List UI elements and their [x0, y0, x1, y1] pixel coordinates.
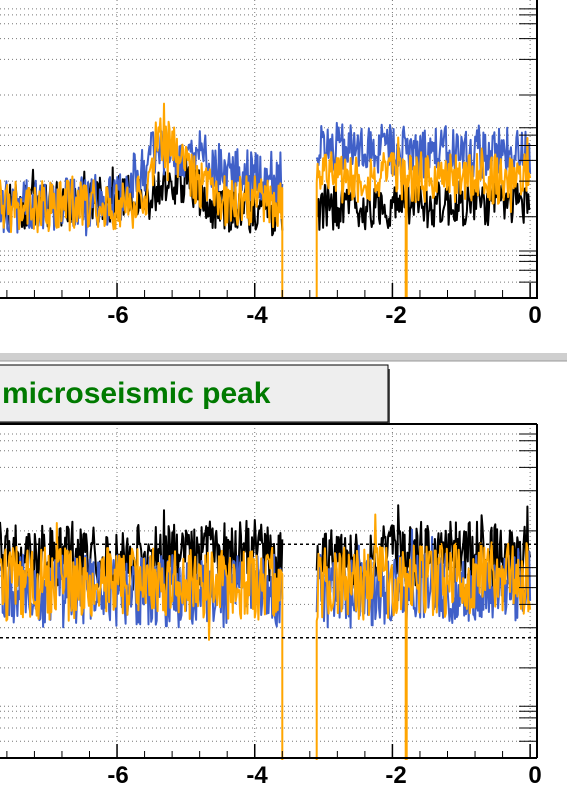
top-plot-frame: [0, 0, 538, 299]
top-tick-labels: -6 -4 -2 0: [107, 302, 541, 329]
top-chart-panel: -6 -4 -2 0: [0, 0, 542, 329]
bottom-series-group: [0, 504, 532, 760]
top-tick-label: -4: [246, 302, 268, 329]
top-ticks: [6, 8, 537, 297]
bottom-tick-labels: -6 -4 -2 0: [107, 762, 541, 789]
top-series-line: [0, 102, 284, 299]
bottom-tick-label: -2: [385, 762, 406, 789]
bottom-tick-label: -6: [107, 762, 128, 789]
chart-title: microseismic peak: [2, 377, 271, 410]
top-tick-label: -2: [385, 302, 406, 329]
top-series-line: [315, 121, 532, 179]
bot-series-line: [315, 513, 532, 760]
bottom-tick-label: -4: [246, 762, 268, 789]
top-tick-label: 0: [528, 302, 541, 329]
bottom-tick-label: 0: [528, 762, 541, 789]
bottom-ticks: [6, 433, 537, 758]
panel-divider: [0, 353, 567, 361]
title-box: microseismic peak: [0, 364, 390, 425]
bottom-chart-panel: -6 -4 -2 0: [0, 423, 542, 789]
top-series-group: [0, 102, 532, 299]
top-tick-label: -6: [107, 302, 128, 329]
top-series-line: [315, 136, 532, 299]
bot-series-line: [0, 522, 284, 760]
title-box-bg: [0, 364, 389, 423]
